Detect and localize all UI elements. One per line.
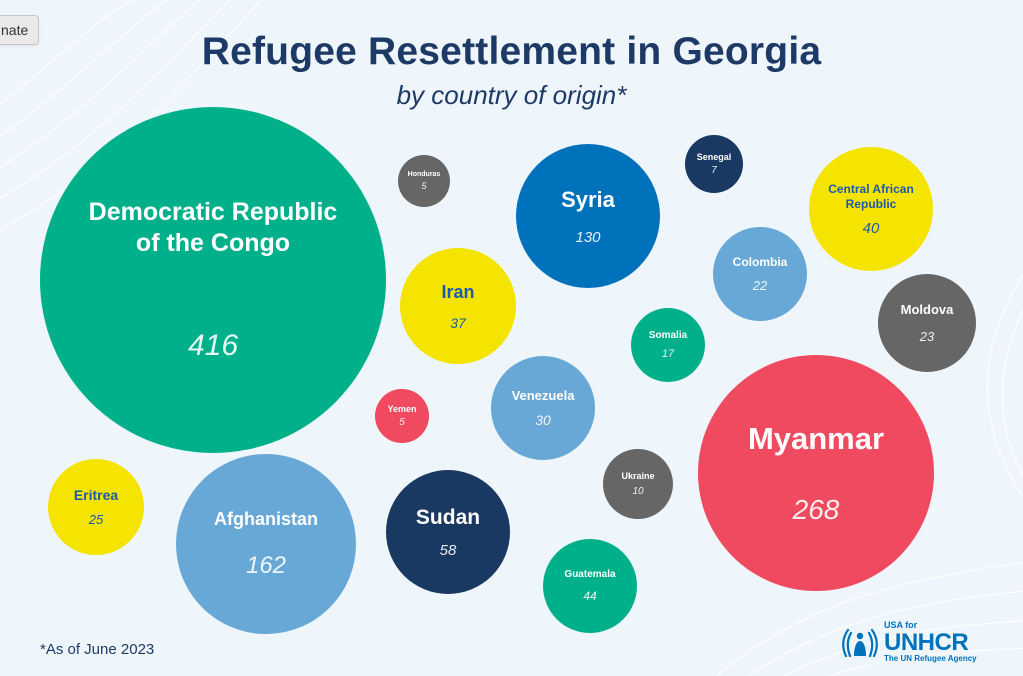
bubble-label: Yemen <box>387 403 417 414</box>
footnote: *As of June 2023 <box>40 641 155 658</box>
bubble-value: 30 <box>535 412 551 429</box>
bubble-myanmar: Myanmar 268 <box>698 355 934 591</box>
bubble-label: Afghanistan <box>213 508 318 529</box>
chart-subtitle: by country of origin* <box>396 80 627 110</box>
bubble-value: 25 <box>88 512 104 528</box>
bubble-label: Venezuela <box>511 387 575 403</box>
bubble-value: 416 <box>187 329 239 363</box>
bubble-value: 22 <box>752 278 768 293</box>
bubble-iran: Iran 37 <box>400 248 516 364</box>
bubble-moldova: Moldova 23 <box>878 274 976 372</box>
bubble-yemen: Yemen 5 <box>375 389 429 443</box>
bubble-value: 268 <box>792 494 840 526</box>
bubble-label: Honduras <box>407 170 441 178</box>
bubble-value: 17 <box>661 348 675 361</box>
bubble-value: 5 <box>421 181 427 192</box>
unhcr-emblem-icon <box>842 628 878 658</box>
bubble-sudan: Sudan 58 <box>386 470 510 594</box>
bubble-value: 10 <box>632 486 644 498</box>
chart-title: Refugee Resettlement in Georgia <box>201 30 822 73</box>
logo-usa-for: USA for <box>884 620 918 630</box>
bubble-label: Guatemala <box>564 568 616 580</box>
logo-name: UNHCR <box>884 629 969 656</box>
bubble-venezuela: Venezuela 30 <box>491 356 595 460</box>
bubble-label: Syria <box>561 186 615 212</box>
bubble-value: 37 <box>450 315 466 332</box>
bubble-honduras: Honduras 5 <box>398 155 450 207</box>
bubble-label: Eritrea <box>73 486 119 503</box>
donate-button[interactable]: nate <box>0 15 40 45</box>
bubble-label: Democratic Republic of the Congo <box>88 197 338 257</box>
logo-tagline: The UN Refugee Agency <box>884 654 977 663</box>
unhcr-logo: USA for UNHCR The UN Refugee Agency <box>840 620 990 664</box>
bubble-colombia: Colombia 22 <box>713 227 807 321</box>
bubble-afghanistan: Afghanistan 162 <box>176 454 356 634</box>
bubble-label: Somalia <box>648 329 688 341</box>
bubble-label: Moldova <box>900 302 954 318</box>
bubble-value: 162 <box>245 552 287 580</box>
bubble-value: 40 <box>862 219 880 237</box>
bubble-label: Sudan <box>415 506 481 530</box>
bubble-label: Ukraine <box>621 470 655 481</box>
bubble-democratic-republic-of-the-congo: Democratic Republic of the Congo 416 <box>40 107 386 453</box>
bubble-value: 7 <box>711 165 717 177</box>
bubble-ukraine: Ukraine 10 <box>603 449 673 519</box>
bubble-syria: Syria 130 <box>516 144 660 288</box>
bubble-label: Central African Republic <box>828 181 914 211</box>
bubble-label: Iran <box>441 281 475 302</box>
bubble-guatemala: Guatemala 44 <box>543 539 637 633</box>
bubble-somalia: Somalia 17 <box>631 308 705 382</box>
bubble-senegal: Senegal 7 <box>685 135 743 193</box>
bubble-label: Senegal <box>696 151 732 162</box>
bubble-value: 44 <box>583 589 597 604</box>
bubble-eritrea: Eritrea 25 <box>48 459 144 555</box>
bubble-value: 5 <box>399 417 405 429</box>
bubble-label: Myanmar <box>747 420 885 456</box>
bubble-value: 23 <box>919 328 935 344</box>
bubble-value: 58 <box>439 541 457 559</box>
bubble-value: 130 <box>575 229 601 247</box>
bubble-label: Colombia <box>732 255 788 269</box>
bubble-central-african-republic: Central African Republic 40 <box>809 147 933 271</box>
